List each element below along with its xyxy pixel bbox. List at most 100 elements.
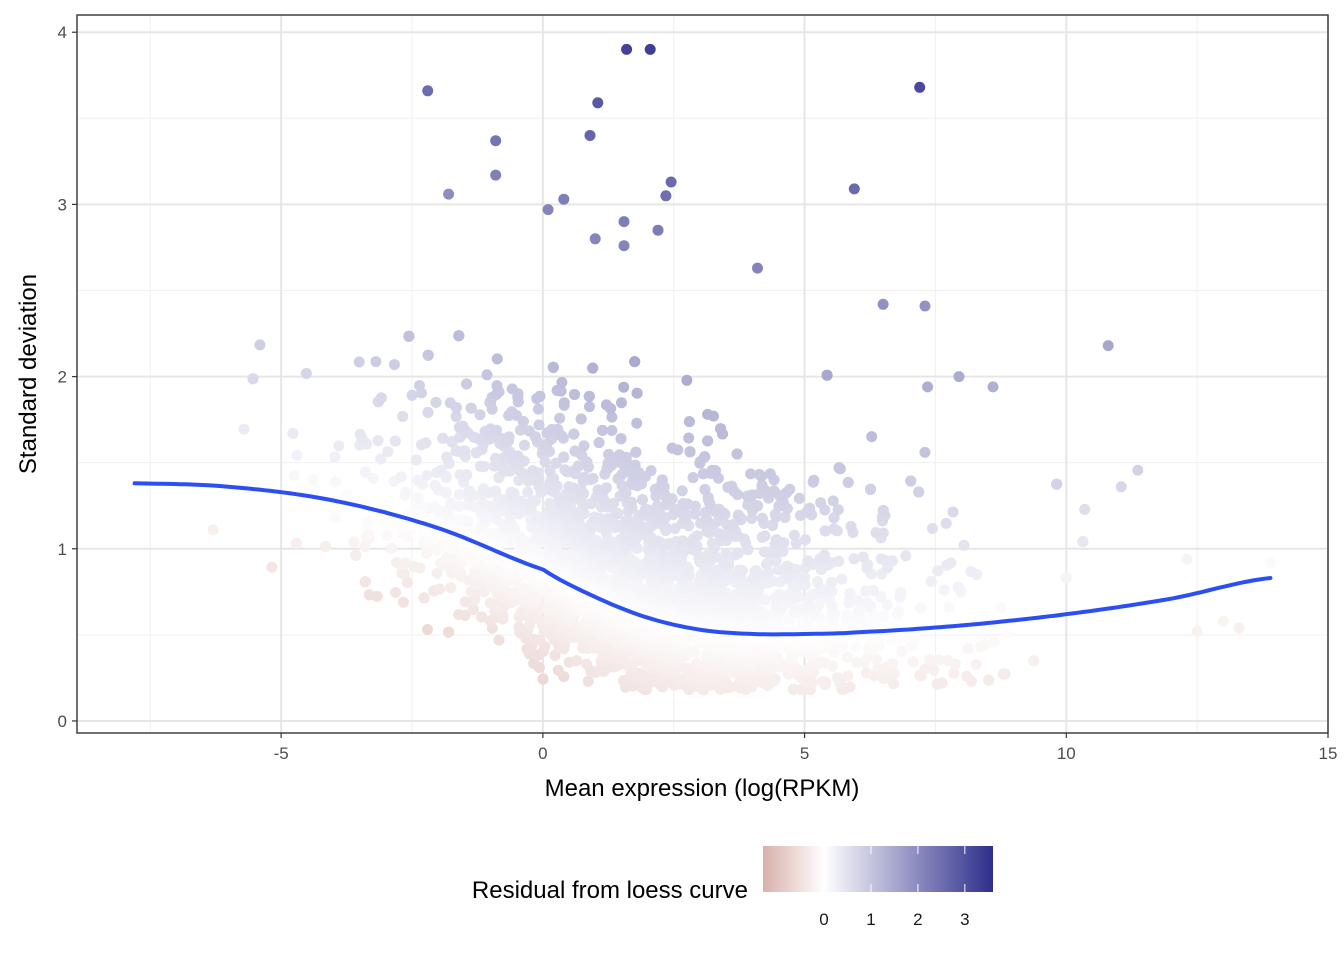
data-point <box>571 655 582 667</box>
data-point <box>770 534 782 546</box>
data-point <box>799 572 811 583</box>
data-point <box>818 549 830 561</box>
data-point <box>474 409 486 421</box>
data-point <box>682 498 694 510</box>
data-point <box>961 670 973 682</box>
data-point <box>844 681 856 693</box>
data-point <box>558 451 570 463</box>
data-point <box>827 495 839 507</box>
data-point <box>758 546 770 558</box>
data-point <box>925 575 937 587</box>
data-point <box>515 424 526 436</box>
data-point <box>459 596 471 608</box>
data-point <box>414 562 426 574</box>
data-point <box>965 566 977 577</box>
data-point <box>750 565 762 577</box>
data-point <box>333 440 345 452</box>
data-point <box>582 675 594 687</box>
data-point <box>473 578 484 590</box>
data-point <box>435 464 447 476</box>
data-point <box>399 557 411 569</box>
data-point <box>907 656 919 668</box>
data-point <box>713 528 725 540</box>
data-point <box>287 427 299 439</box>
data-point <box>799 534 811 546</box>
data-point <box>453 489 465 500</box>
data-point <box>422 407 434 418</box>
data-point <box>769 673 781 685</box>
data-point <box>247 373 259 385</box>
data-point <box>751 602 763 614</box>
data-point <box>608 497 620 509</box>
data-point <box>689 508 701 520</box>
data-point <box>706 537 718 549</box>
data-point <box>895 587 907 599</box>
data-point <box>877 504 889 516</box>
data-point <box>887 658 898 670</box>
data-point <box>594 512 606 524</box>
data-point <box>291 449 303 461</box>
data-point <box>463 485 475 497</box>
data-point <box>802 555 814 567</box>
data-point <box>430 396 442 408</box>
data-point <box>832 672 844 684</box>
data-point <box>676 485 688 497</box>
data-point <box>958 539 970 551</box>
data-point <box>544 465 556 476</box>
data-point <box>490 485 501 497</box>
data-point <box>1191 625 1203 637</box>
data-point <box>490 453 502 464</box>
data-point <box>932 565 944 577</box>
data-point <box>893 605 905 617</box>
data-point <box>651 500 663 512</box>
data-point <box>422 624 433 635</box>
data-point <box>1217 615 1229 627</box>
data-point <box>940 517 952 529</box>
data-point <box>382 446 394 458</box>
data-point <box>587 472 599 484</box>
data-point <box>395 471 407 483</box>
data-point <box>478 483 490 495</box>
data-point <box>748 499 760 511</box>
data-point <box>354 428 366 440</box>
data-point <box>779 511 791 523</box>
data-point <box>881 599 893 611</box>
data-point <box>720 677 732 689</box>
data-point <box>769 508 781 520</box>
data-point <box>288 469 300 481</box>
data-point <box>552 664 564 676</box>
data-point <box>924 654 936 666</box>
data-point <box>669 503 681 515</box>
data-point <box>945 557 957 569</box>
data-point <box>664 582 676 594</box>
data-point <box>1233 622 1245 634</box>
data-point <box>459 609 471 621</box>
data-point <box>207 524 219 536</box>
data-point <box>612 507 624 519</box>
data-point <box>746 512 758 524</box>
data-point <box>1079 503 1091 515</box>
data-point <box>431 567 443 579</box>
data-point <box>529 495 541 507</box>
data-point <box>666 493 678 505</box>
data-point <box>691 657 703 669</box>
data-point <box>962 643 974 655</box>
data-point <box>878 610 890 622</box>
data-point <box>372 435 384 447</box>
data-point <box>513 621 525 633</box>
data-point <box>573 460 585 472</box>
data-point <box>549 649 561 661</box>
data-point <box>412 492 424 504</box>
data-point <box>445 582 457 594</box>
data-point <box>815 497 827 509</box>
data-point <box>329 511 341 523</box>
data-point <box>772 564 784 576</box>
data-point <box>867 584 879 596</box>
data-point <box>434 583 446 595</box>
data-point <box>581 658 592 670</box>
data-point <box>888 668 900 679</box>
data-point <box>493 634 505 646</box>
data-point <box>391 557 403 569</box>
data-point <box>602 513 614 525</box>
data-point <box>523 425 535 437</box>
